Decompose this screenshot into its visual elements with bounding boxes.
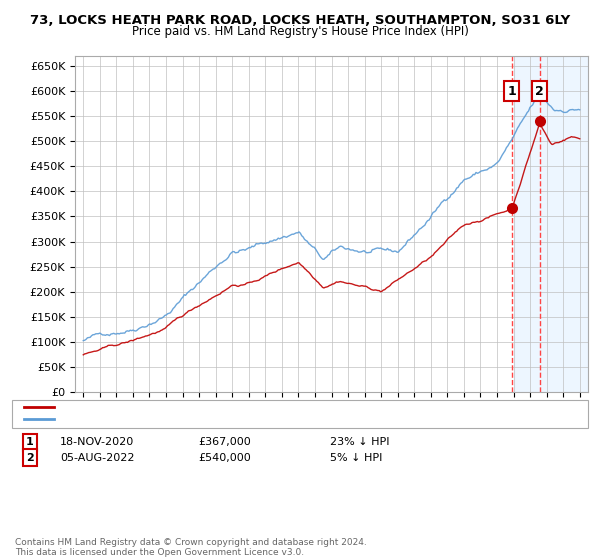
Text: 73, LOCKS HEATH PARK ROAD, LOCKS HEATH, SOUTHAMPTON, SO31 6LY: 73, LOCKS HEATH PARK ROAD, LOCKS HEATH, … bbox=[30, 14, 570, 27]
Text: £367,000: £367,000 bbox=[198, 437, 251, 447]
Text: 05-AUG-2022: 05-AUG-2022 bbox=[60, 452, 134, 463]
Text: £540,000: £540,000 bbox=[198, 452, 251, 463]
Text: HPI: Average price, detached house, Fareham: HPI: Average price, detached house, Fare… bbox=[60, 414, 283, 424]
Text: 5% ↓ HPI: 5% ↓ HPI bbox=[330, 452, 382, 463]
Bar bbox=[514, 56, 588, 392]
Text: 1: 1 bbox=[26, 437, 34, 447]
Text: 1: 1 bbox=[507, 85, 516, 97]
Text: 2: 2 bbox=[26, 452, 34, 463]
Text: 73, LOCKS HEATH PARK ROAD, LOCKS HEATH, SOUTHAMPTON, SO31 6LY (detached hou: 73, LOCKS HEATH PARK ROAD, LOCKS HEATH, … bbox=[60, 402, 489, 412]
Text: 18-NOV-2020: 18-NOV-2020 bbox=[60, 437, 134, 447]
Text: 2: 2 bbox=[535, 85, 544, 97]
Text: 23% ↓ HPI: 23% ↓ HPI bbox=[330, 437, 389, 447]
Text: Price paid vs. HM Land Registry's House Price Index (HPI): Price paid vs. HM Land Registry's House … bbox=[131, 25, 469, 38]
Text: Contains HM Land Registry data © Crown copyright and database right 2024.
This d: Contains HM Land Registry data © Crown c… bbox=[15, 538, 367, 557]
